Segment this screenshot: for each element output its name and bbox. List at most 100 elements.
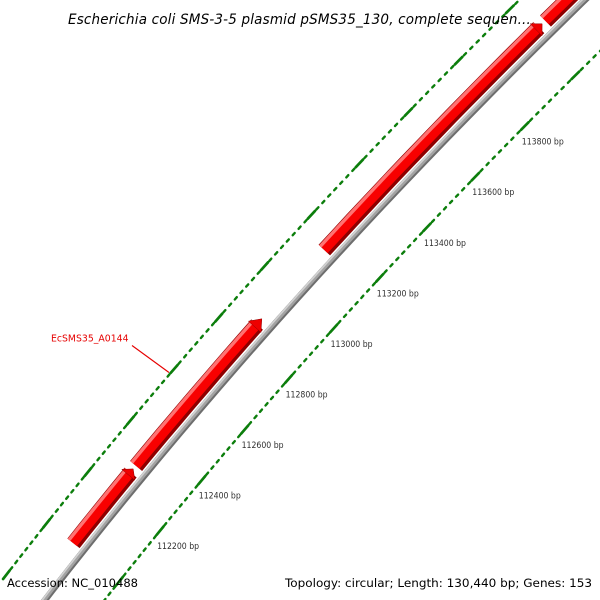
- gene-arrow-body: [130, 319, 255, 464]
- ruler-label: 113200 bp: [377, 289, 419, 299]
- sequence-title: Escherichia coli SMS-3-5 plasmid pSMS35_…: [68, 12, 531, 28]
- minor-tick-left: [54, 508, 59, 513]
- minor-tick-left: [437, 77, 442, 83]
- gene-arrow-body: [540, 0, 562, 19]
- major-tick-right: [155, 525, 165, 537]
- minor-tick-left: [155, 386, 160, 391]
- minor-tick-right: [258, 408, 264, 413]
- minor-tick-left: [375, 141, 380, 147]
- minor-tick-left: [431, 84, 436, 89]
- minor-tick-left: [106, 443, 112, 449]
- plasmid-backbone: [40, 0, 590, 600]
- minor-tick-right: [264, 402, 269, 407]
- ruler-label: 112800 bp: [286, 391, 328, 401]
- minor-tick-left: [122, 424, 128, 430]
- minor-tick-right: [215, 458, 220, 464]
- minor-tick-right: [127, 566, 132, 571]
- gene-callout: EcSMS35_A0144: [51, 334, 170, 373]
- gene-arrow-body: [540, 0, 574, 25]
- minor-tick-left: [297, 225, 302, 231]
- minor-tick-right: [454, 193, 460, 198]
- gene-arrow[interactable]: [130, 318, 263, 471]
- minor-tick-left: [188, 347, 193, 353]
- major-tick-left: [125, 415, 136, 426]
- minor-tick-left: [424, 90, 430, 96]
- minor-tick-right: [467, 180, 472, 186]
- minor-tick-left: [321, 199, 326, 205]
- minor-tick-left: [139, 405, 144, 410]
- minor-tick-right: [535, 111, 540, 116]
- minor-tick-right: [194, 484, 199, 489]
- minor-tick-right: [220, 452, 226, 458]
- gene-arrow[interactable]: [318, 22, 545, 256]
- minor-tick-left: [222, 308, 227, 314]
- gene-arrow-tip: [247, 318, 263, 333]
- major-tick-left: [213, 312, 224, 323]
- minor-tick-left: [501, 13, 506, 18]
- minor-tick-right: [365, 288, 371, 293]
- minor-tick-left: [256, 270, 261, 275]
- gene-arrow[interactable]: [540, 0, 600, 27]
- gene-arrow-body: [67, 468, 135, 547]
- minor-tick-left: [488, 26, 493, 31]
- minor-tick-right: [528, 117, 534, 123]
- minor-tick-left: [96, 456, 101, 462]
- gene-label-leader-line: [131, 345, 170, 373]
- minor-tick-left: [443, 71, 449, 76]
- minor-tick-right: [354, 300, 359, 306]
- minor-tick-left: [494, 19, 500, 25]
- minor-tick-left: [233, 296, 239, 301]
- minor-tick-left: [24, 546, 29, 552]
- minor-tick-left: [49, 514, 54, 520]
- major-tick-left: [504, 4, 515, 15]
- major-tick-right: [570, 70, 581, 81]
- minor-tick-left: [412, 103, 417, 108]
- minor-tick-left: [166, 373, 171, 378]
- minor-tick-right: [303, 357, 308, 363]
- minor-tick-left: [268, 257, 273, 263]
- gene-label[interactable]: EcSMS35_A0144: [51, 334, 129, 345]
- gene-track: [67, 0, 600, 549]
- minor-tick-right: [491, 155, 496, 160]
- minor-tick-right: [308, 351, 314, 357]
- ruler-label: 113400 bp: [424, 239, 466, 249]
- major-tick-left: [41, 517, 52, 529]
- minor-tick-right: [406, 243, 412, 249]
- minor-tick-right: [137, 553, 142, 559]
- minor-tick-left: [75, 482, 80, 488]
- gene-arrow[interactable]: [67, 467, 137, 549]
- major-tick-right: [519, 120, 530, 132]
- minor-tick-left: [469, 45, 474, 51]
- accession-text: Accession: NC_010488: [7, 576, 138, 590]
- minor-tick-left: [34, 533, 39, 539]
- minor-tick-right: [442, 205, 448, 211]
- minor-tick-right: [430, 218, 436, 224]
- minor-tick-right: [297, 364, 302, 369]
- minor-tick-left: [70, 488, 75, 494]
- minor-tick-left: [14, 559, 19, 565]
- minor-tick-left: [363, 154, 368, 160]
- minor-tick-right: [389, 262, 394, 268]
- major-tick-right: [328, 323, 339, 334]
- minor-tick-right: [460, 186, 466, 192]
- minor-tick-right: [412, 237, 418, 243]
- minor-tick-right: [566, 79, 572, 85]
- minor-tick-right: [314, 345, 319, 350]
- minor-tick-right: [253, 414, 258, 420]
- minor-tick-right: [560, 85, 565, 91]
- minor-tick-left: [29, 540, 34, 546]
- minor-tick-right: [103, 597, 107, 600]
- minor-tick-right: [292, 370, 297, 375]
- minor-tick-left: [345, 173, 350, 179]
- minor-tick-right: [497, 149, 503, 154]
- minor-tick-left: [133, 411, 139, 417]
- gene-arrow-body: [319, 22, 542, 254]
- major-tick-left: [403, 106, 414, 118]
- minor-tick-right: [401, 250, 406, 255]
- minor-tick-left: [227, 302, 233, 308]
- minor-tick-right: [280, 383, 286, 388]
- minor-tick-right: [226, 446, 231, 451]
- minor-tick-left: [351, 167, 356, 173]
- minor-tick-left: [205, 328, 210, 333]
